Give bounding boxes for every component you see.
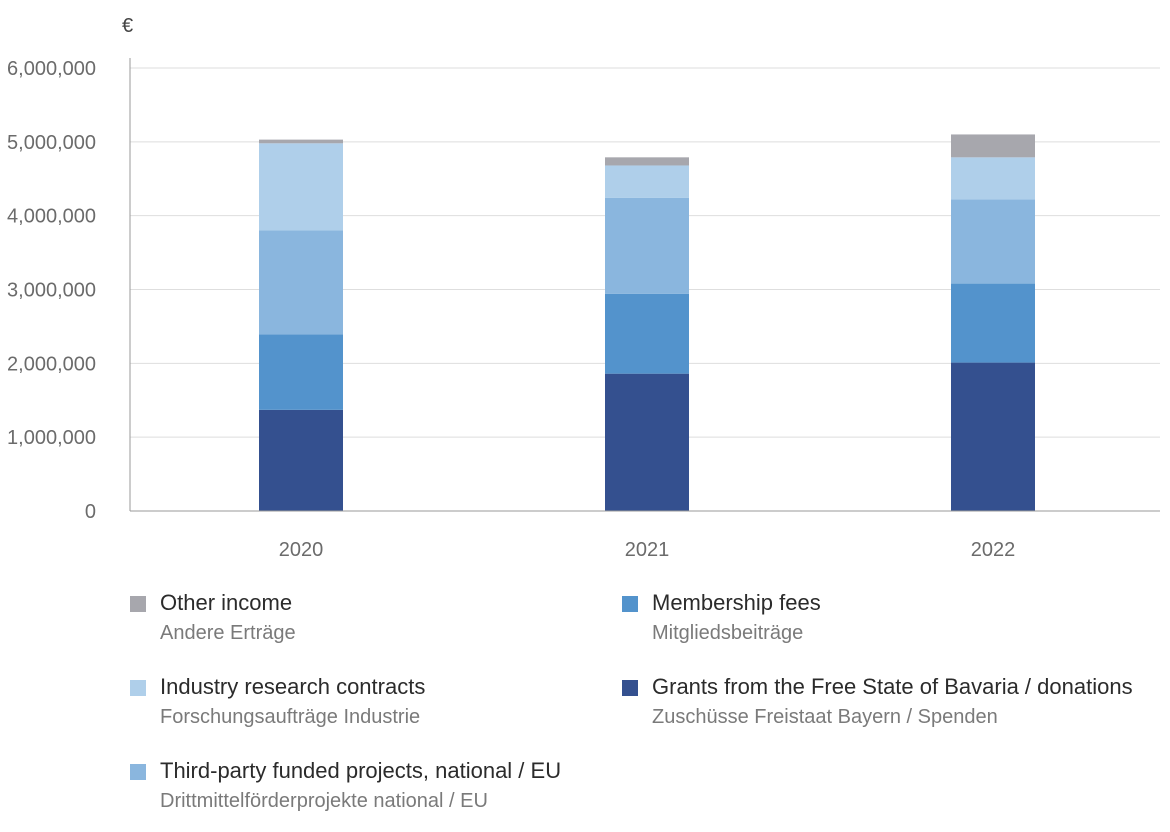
y-tick-label: 5,000,000 (7, 132, 96, 154)
bar-segment (605, 157, 689, 166)
bars (259, 134, 1035, 511)
bar-segment (951, 157, 1035, 200)
y-tick-label: 1,000,000 (7, 427, 96, 449)
y-axis-unit-label: € (122, 15, 133, 37)
bar-segment (259, 409, 343, 511)
bar-segment (951, 199, 1035, 284)
bar-segment (951, 283, 1035, 363)
x-axis-ticks: 2020 2021 2022 (279, 539, 1016, 561)
y-tick-label: 0 (85, 501, 96, 523)
bar-segment (259, 139, 343, 144)
y-tick-label: 2,000,000 (7, 353, 96, 375)
bar-segment (259, 334, 343, 410)
x-tick-label: 2021 (625, 539, 670, 561)
bar-segment (605, 373, 689, 511)
bar-segment (605, 165, 689, 198)
bar-segment (951, 134, 1035, 158)
bar-segment (951, 362, 1035, 511)
bar-segment (259, 230, 343, 335)
x-tick-label: 2020 (279, 539, 324, 561)
y-tick-label: 3,000,000 (7, 280, 96, 302)
bar-segment (605, 197, 689, 294)
y-tick-label: 6,000,000 (7, 58, 96, 80)
y-axis-ticks: 0 1,000,000 2,000,000 3,000,000 4,000,000 5,0… (7, 58, 96, 523)
y-tick-label: 4,000,000 (7, 206, 96, 228)
bar-segment (259, 143, 343, 231)
x-tick-label: 2022 (971, 539, 1016, 561)
bar-segment (605, 293, 689, 374)
